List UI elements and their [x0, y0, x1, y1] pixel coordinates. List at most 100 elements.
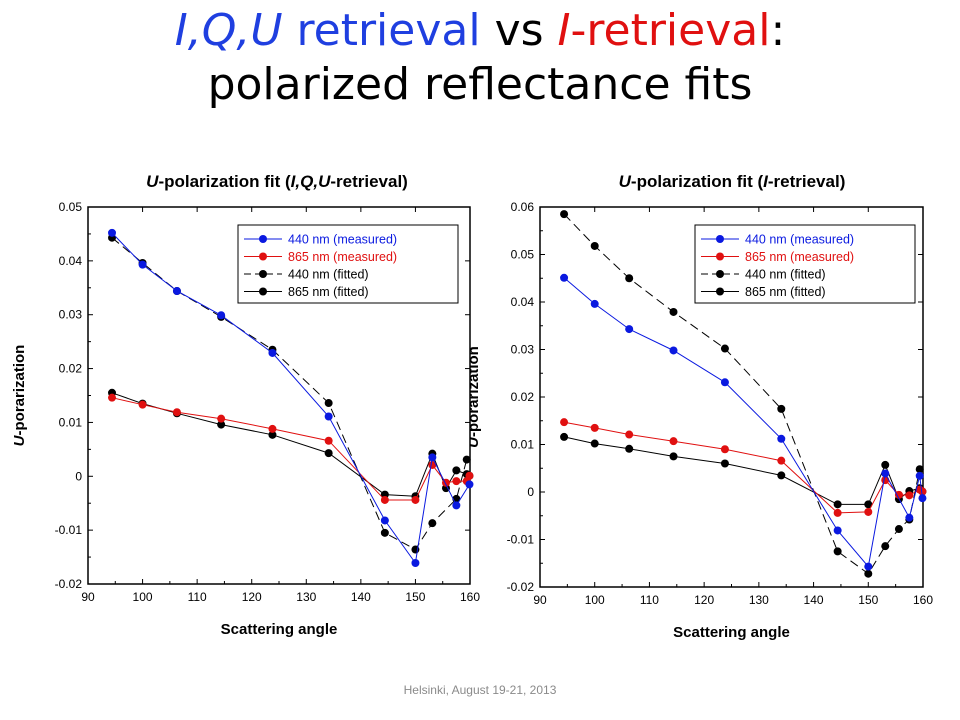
data-point	[833, 526, 842, 535]
data-point	[452, 501, 461, 510]
title-retrieval-1: retrieval	[282, 5, 481, 56]
chart-title-part: U	[619, 172, 632, 191]
y-tick-label: 0.03	[59, 308, 83, 322]
title-colon: :	[770, 5, 786, 56]
data-point	[669, 452, 678, 461]
data-point	[833, 547, 842, 556]
legend-box	[237, 224, 459, 304]
data-point	[138, 400, 147, 409]
legend-swatch-marker	[716, 235, 724, 243]
x-tick-label: 150	[405, 590, 425, 604]
x-tick-label: 120	[242, 590, 262, 604]
data-point	[172, 408, 181, 417]
data-point	[918, 487, 927, 496]
data-point	[669, 437, 678, 446]
data-point	[777, 404, 786, 413]
x-tick-label: 130	[296, 590, 316, 604]
x-tick-label: 160	[913, 593, 933, 607]
legend-swatch-marker	[716, 287, 724, 296]
data-point	[560, 432, 569, 441]
title-i: I	[557, 5, 571, 56]
data-point	[669, 307, 678, 316]
data-point	[411, 495, 420, 504]
data-point	[669, 346, 678, 355]
chart-title-part: I,Q,U	[291, 172, 331, 191]
data-point	[915, 465, 924, 474]
data-point	[268, 430, 277, 439]
legend-box	[694, 224, 916, 304]
y-tick-label: 0.06	[511, 200, 535, 214]
title-vs: vs	[480, 5, 558, 56]
y-tick-label: -0.02	[55, 577, 83, 591]
data-point	[881, 469, 890, 478]
x-tick-label: 110	[188, 590, 207, 604]
data-point	[324, 412, 333, 421]
data-point	[428, 453, 437, 462]
y-tick-label: 0.04	[59, 254, 83, 268]
y-tick-label: 0.05	[59, 200, 83, 214]
y-tick-label: 0	[527, 485, 534, 499]
title-retrieval-2: -retrieval	[570, 5, 771, 56]
data-point	[452, 466, 461, 475]
footer-text: Helsinki, August 19-21, 2013	[403, 683, 557, 697]
data-point	[881, 460, 890, 469]
data-point	[380, 516, 389, 525]
data-point	[324, 449, 333, 458]
y-tick-label: 0.02	[511, 390, 535, 404]
data-point	[864, 500, 873, 509]
chart-title-part: -retrieval)	[768, 172, 845, 191]
data-point	[560, 273, 569, 282]
data-point	[720, 445, 729, 454]
series-line-3	[111, 392, 470, 497]
legend-label: 865 nm (measured)	[288, 250, 397, 264]
legend-label: 440 nm (measured)	[745, 233, 854, 247]
series-line-3	[563, 436, 923, 505]
legend-label: 865 nm (fitted)	[745, 285, 826, 299]
data-point	[720, 344, 729, 353]
chart-title-part: -retrieval)	[330, 172, 407, 191]
y-axis-label-italic: U	[11, 434, 28, 446]
x-tick-label: 90	[81, 590, 95, 604]
x-tick-label: 140	[351, 590, 371, 604]
chart-title-part: U	[146, 172, 159, 191]
chart-title-part: -polarization fit (	[631, 172, 764, 191]
y-tick-label: 0.04	[511, 295, 535, 309]
title-iqu: I,Q,U	[174, 5, 283, 56]
data-point	[777, 456, 786, 465]
data-point	[720, 378, 729, 387]
chart-iqu-retrieval: U-polarization fit (I,Q,U-retrieval)90 10…	[11, 172, 480, 638]
data-point	[324, 436, 333, 445]
y-tick-label: 0.02	[59, 362, 83, 376]
y-axis-label-italic: U	[470, 436, 482, 448]
x-tick-label: 120	[694, 593, 714, 607]
data-point	[138, 260, 147, 269]
data-point	[380, 528, 389, 537]
x-tick-label: 100	[585, 593, 605, 607]
data-point	[905, 491, 914, 500]
y-tick-label: 0.05	[511, 248, 535, 262]
x-tick-label: 130	[749, 593, 769, 607]
series-line-0	[563, 277, 923, 568]
data-point	[864, 507, 873, 516]
data-point	[268, 424, 277, 433]
data-point	[777, 434, 786, 443]
data-point	[217, 414, 226, 423]
chart-i-retrieval: U-polarization fit (I-retrieval)90 100 110…	[470, 172, 933, 641]
series-line-1	[111, 397, 470, 501]
y-axis-label-rest: -porarization	[11, 345, 28, 436]
y-tick-label: 0.01	[59, 415, 83, 429]
data-point	[625, 444, 634, 453]
y-tick-label: 0.03	[511, 343, 535, 357]
data-point	[462, 455, 471, 464]
data-point	[411, 558, 420, 567]
chart-title-part: -polarization fit (	[158, 172, 291, 191]
data-point	[777, 471, 786, 480]
data-point	[905, 513, 914, 522]
legend-swatch-marker	[259, 252, 267, 261]
data-point	[380, 495, 389, 504]
data-point	[833, 508, 842, 517]
legend-label: 440 nm (measured)	[288, 233, 397, 247]
data-point	[428, 519, 437, 528]
data-point	[918, 494, 927, 503]
legend-swatch-marker	[716, 270, 724, 278]
